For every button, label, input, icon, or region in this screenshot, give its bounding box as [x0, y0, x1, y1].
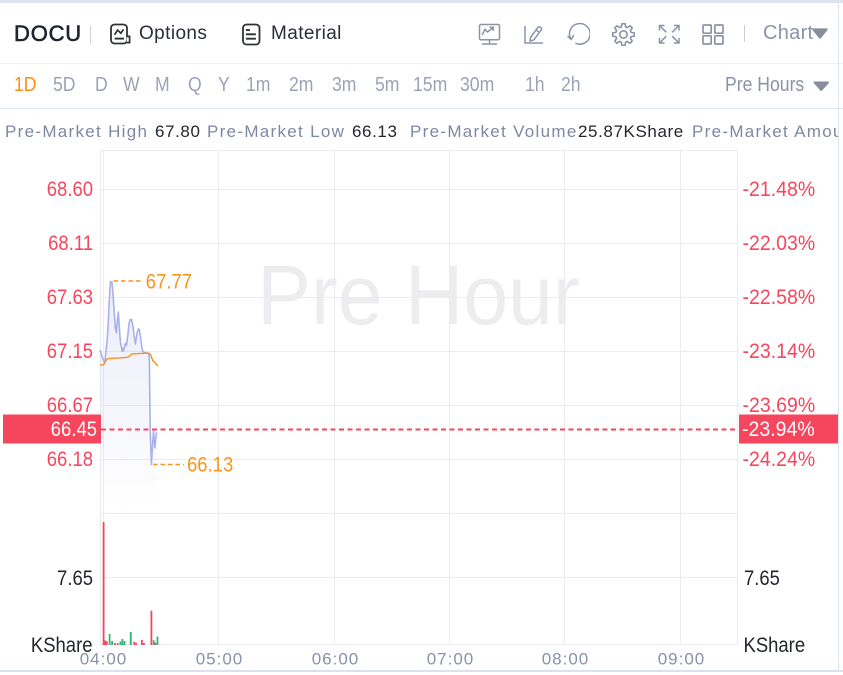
svg-text:68.60: 68.60	[47, 178, 93, 201]
svg-text:KShare: KShare	[31, 634, 93, 657]
svg-text:67.77: 67.77	[146, 270, 192, 293]
svg-text:7.65: 7.65	[57, 567, 93, 590]
svg-text:66.67: 66.67	[47, 394, 93, 417]
svg-text:Pre Hour: Pre Hour	[257, 249, 580, 343]
svg-text:-23.94%: -23.94%	[742, 419, 815, 442]
svg-text:66.45: 66.45	[51, 418, 97, 441]
svg-text:07:00: 07:00	[427, 650, 475, 669]
svg-text:67.63: 67.63	[47, 286, 93, 309]
svg-text:-21.48%: -21.48%	[743, 179, 816, 202]
svg-text:7.65: 7.65	[744, 567, 780, 590]
svg-text:09:00: 09:00	[658, 650, 706, 669]
svg-text:-22.03%: -22.03%	[743, 233, 816, 256]
svg-text:-23.69%: -23.69%	[743, 395, 816, 418]
svg-text:-22.58%: -22.58%	[743, 287, 816, 310]
svg-text:08:00: 08:00	[542, 650, 590, 669]
svg-text:67.15: 67.15	[47, 340, 93, 363]
svg-text:06:00: 06:00	[312, 650, 360, 669]
svg-text:-23.14%: -23.14%	[743, 341, 816, 364]
svg-text:68.11: 68.11	[48, 232, 93, 255]
svg-text:66.13: 66.13	[187, 453, 233, 476]
svg-text:-24.24%: -24.24%	[743, 449, 816, 472]
svg-text:66.18: 66.18	[47, 448, 93, 471]
svg-text:04:00: 04:00	[80, 650, 128, 669]
svg-text:KShare: KShare	[744, 634, 806, 657]
svg-text:05:00: 05:00	[196, 650, 244, 669]
